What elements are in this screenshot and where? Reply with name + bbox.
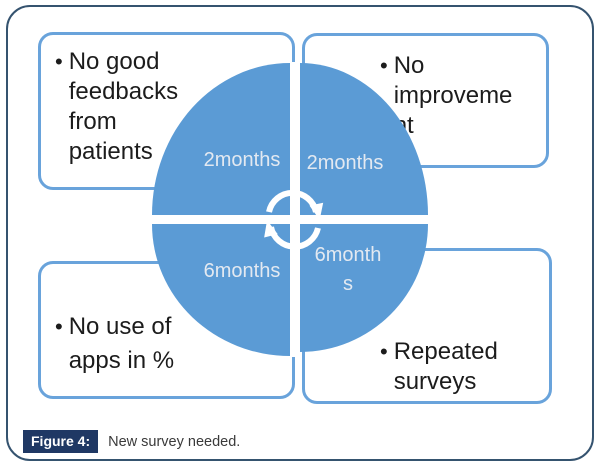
bullet-glyph: • — [380, 339, 388, 364]
callout-bottom-left-text: No use of apps in % — [68, 313, 175, 374]
cycle-arrows-icon — [264, 189, 324, 250]
pie-quadrant-top-right — [300, 63, 428, 215]
figure-caption-label: Figure 4: — [23, 430, 99, 453]
figure-caption: Figure 4: New survey needed. — [23, 430, 240, 453]
segment-label-bottom-left: 6months — [203, 260, 281, 282]
pie-quadrant-bottom-left — [152, 224, 290, 356]
bullet-glyph: • — [380, 53, 388, 78]
callout-top-left-text: No good feedbacks from patients — [68, 48, 179, 165]
callout-bottom-right-text: Repeated surveys — [393, 338, 498, 395]
callout-top-right-text: No improveme nt — [393, 52, 513, 139]
segment-label-bottom-right: 6month s — [314, 244, 382, 295]
segment-label-top-right: 2months — [306, 152, 384, 174]
figure-caption-text: New survey needed. — [108, 433, 241, 450]
bullet-glyph: • — [55, 49, 63, 74]
pie-quadrant-bottom-right — [300, 224, 428, 352]
segment-label-top-left: 2months — [203, 149, 281, 171]
pie-gap-horizontal — [150, 214, 430, 224]
pie-quadrant-top-left — [152, 63, 290, 215]
bullet-glyph: • — [55, 314, 63, 339]
pie-gap-vertical — [288, 62, 302, 357]
